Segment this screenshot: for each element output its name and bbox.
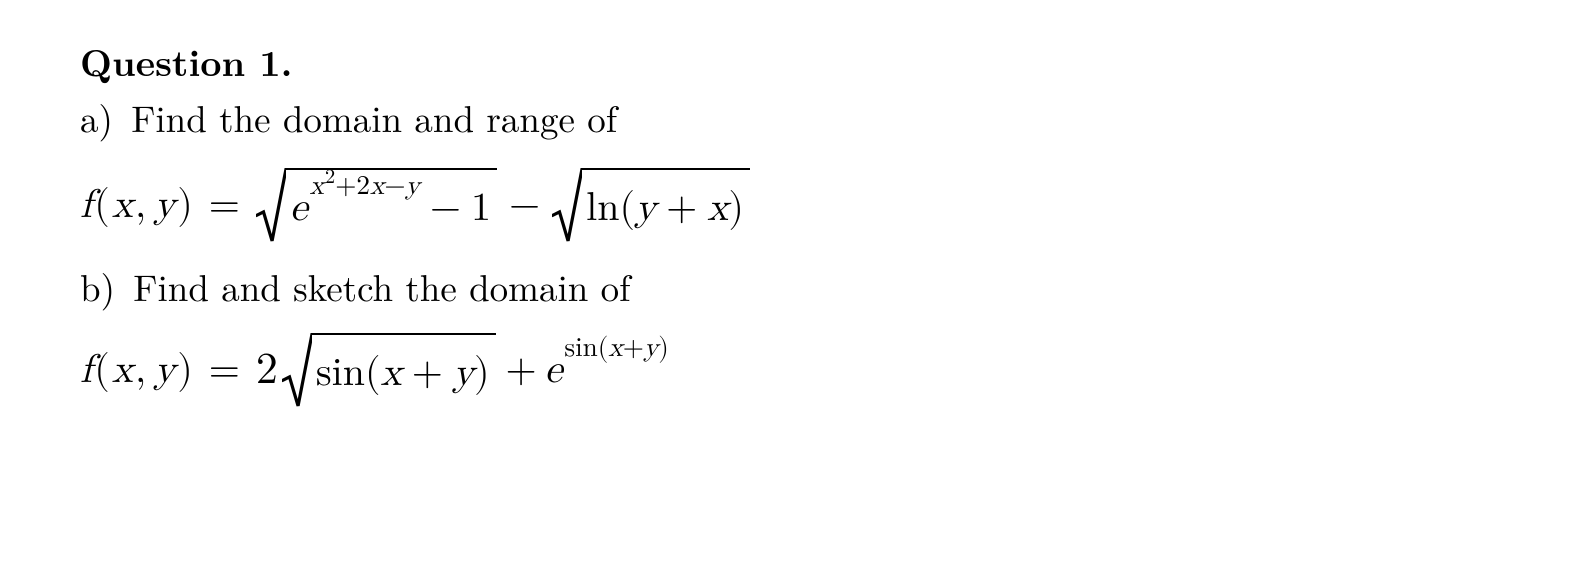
paren-close: ): [177, 350, 193, 390]
radicand-2: ln(y + x): [582, 168, 750, 243]
exp-var-x: x: [310, 173, 324, 200]
exp-paren-open: (: [598, 335, 609, 362]
plus-sign-outer: +: [498, 350, 543, 390]
part-a-text: Find the domain and range of: [125, 90, 617, 143]
sqrt-3: sin(x + y): [282, 333, 496, 408]
exp-squared: 2: [324, 167, 335, 187]
const-1: 1: [471, 188, 491, 228]
equals-sign: =: [195, 350, 254, 390]
comma: ,: [135, 350, 152, 390]
var-x: x: [112, 350, 133, 390]
var-y: y: [635, 188, 656, 228]
exp-var-x2: x: [370, 173, 384, 200]
equation-a: f ( x , y ) = e x2+2x−y: [80, 168, 1573, 243]
page: Question 1. a) Find the domain and range…: [0, 0, 1573, 408]
paren-close: ): [177, 185, 193, 225]
exp-fn-sin: sin: [564, 335, 597, 362]
var-x: x: [707, 188, 728, 228]
radicand-1: e x2+2x−y − 1: [286, 168, 497, 243]
paren-close: ): [474, 353, 490, 393]
var-y: y: [154, 185, 175, 225]
plus-sign: +: [656, 188, 707, 228]
equation-b: f ( x , y ) = 2 sin(x + y) +: [80, 333, 1573, 408]
radicand-3: sin(x + y): [312, 333, 496, 408]
fn-ln: ln: [586, 188, 619, 228]
part-b-label: b): [80, 259, 115, 312]
part-b-prompt: b) Find and sketch the domain of: [80, 261, 1573, 311]
var-y: y: [154, 350, 175, 390]
part-b-text: Find and sketch the domain of: [127, 259, 630, 312]
exp-var-y: y: [405, 173, 419, 200]
var-y: y: [453, 353, 474, 393]
paren-close: ): [728, 188, 744, 228]
radical-icon: [256, 168, 286, 243]
comma: ,: [135, 185, 152, 225]
var-f: f: [80, 350, 92, 390]
coef-2: 2: [256, 348, 280, 392]
var-x: x: [381, 353, 402, 393]
paren-open: (: [94, 185, 110, 225]
part-a-prompt: a) Find the domain and range of: [80, 92, 1573, 142]
var-f: f: [80, 185, 92, 225]
exp-var-y: y: [644, 335, 658, 362]
equals-sign: =: [195, 185, 254, 225]
radical-icon: [552, 168, 582, 243]
fn-sin: sin: [316, 353, 365, 393]
exp-paren-close: ): [658, 335, 669, 362]
const-e: e: [545, 350, 563, 390]
exp-var-x: x: [608, 335, 622, 362]
exp-2: 2: [356, 173, 370, 200]
e-power: e x2+2x−y: [290, 188, 420, 228]
question-label: Question 1.: [80, 34, 292, 87]
paren-open: (: [619, 188, 635, 228]
exp-minus: −: [384, 173, 405, 200]
exp-plus: +: [335, 173, 356, 200]
e-power-b: e sin(x+y): [545, 350, 669, 390]
exponent-b: sin(x+y): [562, 335, 668, 362]
paren-open: (: [365, 353, 381, 393]
exponent-a1: x2+2x−y: [308, 173, 420, 200]
minus-sign: −: [420, 188, 471, 228]
part-a-label: a): [80, 90, 113, 143]
sqrt-2: ln(y + x): [552, 168, 750, 243]
question-heading: Question 1.: [80, 36, 1573, 86]
minus-sign-outer: −: [499, 185, 550, 225]
math-expression-a: f ( x , y ) = e x2+2x−y: [80, 168, 750, 243]
sqrt-1: e x2+2x−y − 1: [256, 168, 497, 243]
paren-open: (: [94, 350, 110, 390]
const-e: e: [290, 188, 308, 228]
math-expression-b: f ( x , y ) = 2 sin(x + y) +: [80, 333, 669, 408]
plus-sign: +: [402, 353, 453, 393]
exp-plus: +: [623, 335, 644, 362]
var-x: x: [112, 185, 133, 225]
radical-icon: [282, 333, 312, 408]
